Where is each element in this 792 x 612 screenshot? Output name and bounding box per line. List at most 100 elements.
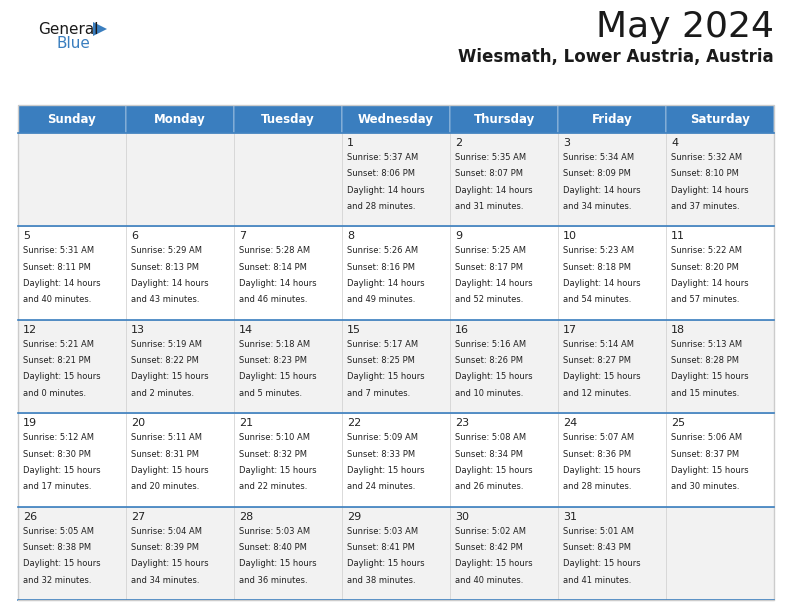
Text: Sunset: 8:42 PM: Sunset: 8:42 PM xyxy=(455,543,523,552)
Text: and 49 minutes.: and 49 minutes. xyxy=(347,296,415,304)
Text: Sunset: 8:34 PM: Sunset: 8:34 PM xyxy=(455,450,523,458)
Text: Sunset: 8:30 PM: Sunset: 8:30 PM xyxy=(23,450,91,458)
Text: Daylight: 14 hours: Daylight: 14 hours xyxy=(23,279,101,288)
Text: Sunset: 8:10 PM: Sunset: 8:10 PM xyxy=(671,170,739,178)
Text: 17: 17 xyxy=(563,325,577,335)
Bar xyxy=(342,320,450,413)
Text: and 15 minutes.: and 15 minutes. xyxy=(671,389,740,398)
Bar xyxy=(450,226,558,320)
Text: Sunset: 8:21 PM: Sunset: 8:21 PM xyxy=(23,356,91,365)
Text: 4: 4 xyxy=(671,138,678,148)
Text: Sunset: 8:31 PM: Sunset: 8:31 PM xyxy=(131,450,199,458)
Text: Daylight: 15 hours: Daylight: 15 hours xyxy=(239,559,317,569)
Text: Daylight: 15 hours: Daylight: 15 hours xyxy=(23,466,101,475)
Text: 18: 18 xyxy=(671,325,685,335)
Text: Daylight: 15 hours: Daylight: 15 hours xyxy=(671,373,748,381)
Bar xyxy=(450,507,558,600)
Text: Daylight: 15 hours: Daylight: 15 hours xyxy=(455,466,533,475)
Text: Sunset: 8:40 PM: Sunset: 8:40 PM xyxy=(239,543,307,552)
Text: Daylight: 15 hours: Daylight: 15 hours xyxy=(671,466,748,475)
Text: and 12 minutes.: and 12 minutes. xyxy=(563,389,631,398)
Text: Sunset: 8:18 PM: Sunset: 8:18 PM xyxy=(563,263,631,272)
Text: Sunset: 8:13 PM: Sunset: 8:13 PM xyxy=(131,263,199,272)
Text: Thursday: Thursday xyxy=(474,113,535,125)
Bar xyxy=(234,507,342,600)
Text: Daylight: 14 hours: Daylight: 14 hours xyxy=(347,185,425,195)
Text: Sunset: 8:28 PM: Sunset: 8:28 PM xyxy=(671,356,739,365)
Text: 9: 9 xyxy=(455,231,462,241)
Text: Sunrise: 5:25 AM: Sunrise: 5:25 AM xyxy=(455,247,526,255)
Text: 2: 2 xyxy=(455,138,462,148)
Bar xyxy=(450,413,558,507)
Text: Sunrise: 5:23 AM: Sunrise: 5:23 AM xyxy=(563,247,634,255)
Text: Sunrise: 5:29 AM: Sunrise: 5:29 AM xyxy=(131,247,202,255)
Text: Sunrise: 5:14 AM: Sunrise: 5:14 AM xyxy=(563,340,634,349)
Text: and 31 minutes.: and 31 minutes. xyxy=(455,202,524,211)
Text: Daylight: 15 hours: Daylight: 15 hours xyxy=(563,466,641,475)
Text: Sunrise: 5:19 AM: Sunrise: 5:19 AM xyxy=(131,340,202,349)
Text: Daylight: 14 hours: Daylight: 14 hours xyxy=(239,279,317,288)
Text: Sunset: 8:39 PM: Sunset: 8:39 PM xyxy=(131,543,199,552)
Text: Sunrise: 5:06 AM: Sunrise: 5:06 AM xyxy=(671,433,742,442)
Text: Daylight: 15 hours: Daylight: 15 hours xyxy=(239,373,317,381)
Text: and 10 minutes.: and 10 minutes. xyxy=(455,389,524,398)
Text: 11: 11 xyxy=(671,231,685,241)
Bar xyxy=(342,226,450,320)
Text: Daylight: 15 hours: Daylight: 15 hours xyxy=(131,466,208,475)
Bar xyxy=(666,133,774,226)
Text: Sunrise: 5:10 AM: Sunrise: 5:10 AM xyxy=(239,433,310,442)
Bar xyxy=(234,133,342,226)
Text: Sunrise: 5:32 AM: Sunrise: 5:32 AM xyxy=(671,153,742,162)
Text: Daylight: 14 hours: Daylight: 14 hours xyxy=(671,185,748,195)
Text: Sunset: 8:38 PM: Sunset: 8:38 PM xyxy=(23,543,91,552)
Text: Sunrise: 5:18 AM: Sunrise: 5:18 AM xyxy=(239,340,310,349)
Text: Sunrise: 5:11 AM: Sunrise: 5:11 AM xyxy=(131,433,202,442)
Bar xyxy=(126,507,234,600)
Text: Sunrise: 5:35 AM: Sunrise: 5:35 AM xyxy=(455,153,526,162)
Bar xyxy=(558,507,666,600)
Bar xyxy=(450,105,558,133)
Text: and 7 minutes.: and 7 minutes. xyxy=(347,389,410,398)
Text: Sunrise: 5:17 AM: Sunrise: 5:17 AM xyxy=(347,340,418,349)
Text: and 26 minutes.: and 26 minutes. xyxy=(455,482,524,491)
Text: and 38 minutes.: and 38 minutes. xyxy=(347,576,416,584)
Text: 30: 30 xyxy=(455,512,469,521)
Text: 19: 19 xyxy=(23,418,37,428)
Text: Sunrise: 5:16 AM: Sunrise: 5:16 AM xyxy=(455,340,526,349)
Text: and 20 minutes.: and 20 minutes. xyxy=(131,482,200,491)
Bar xyxy=(666,226,774,320)
Text: Daylight: 15 hours: Daylight: 15 hours xyxy=(455,373,533,381)
Text: General: General xyxy=(38,22,98,37)
Text: Daylight: 15 hours: Daylight: 15 hours xyxy=(23,559,101,569)
Bar xyxy=(342,413,450,507)
Text: Sunset: 8:25 PM: Sunset: 8:25 PM xyxy=(347,356,415,365)
Text: Sunset: 8:41 PM: Sunset: 8:41 PM xyxy=(347,543,415,552)
Text: Sunrise: 5:03 AM: Sunrise: 5:03 AM xyxy=(347,526,418,536)
Text: 6: 6 xyxy=(131,231,138,241)
Text: Sunrise: 5:04 AM: Sunrise: 5:04 AM xyxy=(131,526,202,536)
Text: Sunset: 8:09 PM: Sunset: 8:09 PM xyxy=(563,170,631,178)
Text: 15: 15 xyxy=(347,325,361,335)
Text: Sunrise: 5:05 AM: Sunrise: 5:05 AM xyxy=(23,526,94,536)
Text: and 34 minutes.: and 34 minutes. xyxy=(563,202,631,211)
Text: 22: 22 xyxy=(347,418,361,428)
Bar xyxy=(18,413,126,507)
Text: and 24 minutes.: and 24 minutes. xyxy=(347,482,415,491)
Text: Daylight: 15 hours: Daylight: 15 hours xyxy=(347,559,425,569)
Text: Sunset: 8:33 PM: Sunset: 8:33 PM xyxy=(347,450,415,458)
Text: Sunset: 8:27 PM: Sunset: 8:27 PM xyxy=(563,356,631,365)
Text: 31: 31 xyxy=(563,512,577,521)
Text: and 22 minutes.: and 22 minutes. xyxy=(239,482,307,491)
Text: Blue: Blue xyxy=(56,36,89,51)
Text: 20: 20 xyxy=(131,418,145,428)
Bar xyxy=(126,105,234,133)
Bar xyxy=(18,105,774,600)
Text: Sunrise: 5:01 AM: Sunrise: 5:01 AM xyxy=(563,526,634,536)
Bar xyxy=(666,507,774,600)
Bar xyxy=(18,133,126,226)
Bar xyxy=(666,105,774,133)
Text: and 37 minutes.: and 37 minutes. xyxy=(671,202,740,211)
Bar xyxy=(342,133,450,226)
Text: Daylight: 15 hours: Daylight: 15 hours xyxy=(131,373,208,381)
Bar xyxy=(342,105,450,133)
